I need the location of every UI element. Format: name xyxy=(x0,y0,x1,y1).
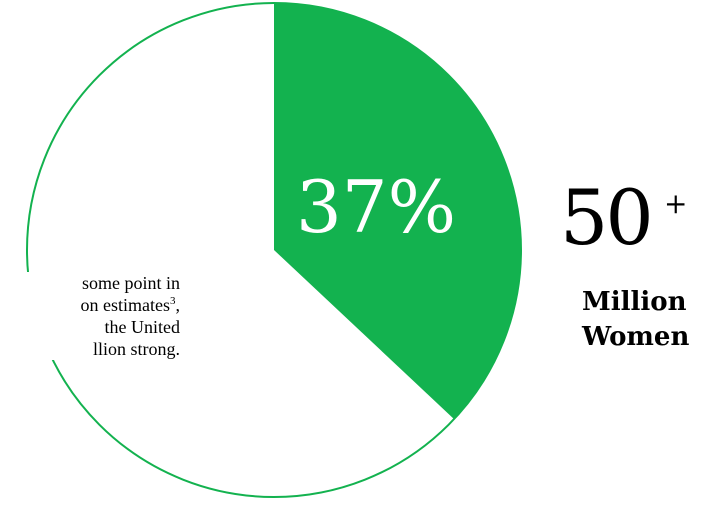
footnote-suffix: , xyxy=(175,295,181,315)
footnote-marker: 3 xyxy=(170,295,176,307)
stat-caption-line: Million xyxy=(582,287,687,317)
paragraph-line: some point in xyxy=(82,273,180,293)
body-paragraph: some point in on estimates3, the United … xyxy=(0,272,180,360)
paragraph-line: llion strong. xyxy=(92,339,180,359)
stat-caption-line: Women xyxy=(582,322,690,352)
paragraph-line-text: on estimates xyxy=(80,295,170,315)
slice-label: 37% xyxy=(296,165,456,249)
stat-caption: Million Women xyxy=(582,285,702,355)
pie-slice xyxy=(274,3,521,420)
stat-plus-sign: + xyxy=(664,187,688,220)
stat-number: 50 xyxy=(560,173,654,262)
paragraph-line: on estimates3, xyxy=(0,294,180,316)
paragraph-line: the United xyxy=(104,317,180,337)
